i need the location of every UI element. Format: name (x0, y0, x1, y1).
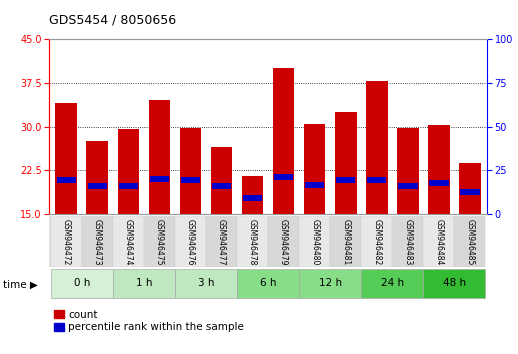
Bar (428, 125, 450, 214)
Bar (56, 177, 76, 183)
Text: GSM946480: GSM946480 (310, 218, 319, 265)
Bar (181, 177, 200, 183)
Text: GSM946483: GSM946483 (403, 218, 412, 265)
Text: GSM946474: GSM946474 (124, 218, 133, 265)
Bar (242, 176, 264, 214)
Bar (51, 216, 82, 267)
Bar (212, 183, 231, 189)
Text: 0 h: 0 h (74, 278, 90, 287)
Text: GSM946482: GSM946482 (372, 218, 381, 265)
Text: 48 h: 48 h (443, 278, 466, 287)
Bar (118, 130, 139, 214)
Bar (429, 180, 449, 186)
Bar (361, 216, 392, 267)
Bar (272, 68, 294, 214)
Bar (243, 195, 262, 201)
Bar (268, 216, 299, 267)
Bar (366, 81, 387, 214)
Bar (330, 216, 361, 267)
Bar (361, 269, 423, 297)
Bar (454, 216, 485, 267)
Bar (237, 216, 268, 267)
Bar (88, 183, 107, 189)
Bar (299, 216, 330, 267)
Bar (397, 128, 419, 214)
Bar (237, 269, 299, 297)
Bar (305, 182, 324, 188)
Text: GSM946476: GSM946476 (186, 218, 195, 265)
Text: GSM946481: GSM946481 (341, 218, 350, 265)
Bar (175, 216, 206, 267)
Bar (150, 176, 169, 182)
Text: 1 h: 1 h (136, 278, 152, 287)
Bar (459, 163, 481, 214)
Bar (82, 216, 113, 267)
Bar (211, 147, 233, 214)
Bar (299, 269, 361, 297)
Legend: count, percentile rank within the sample: count, percentile rank within the sample (54, 310, 244, 332)
Bar (398, 183, 418, 189)
Text: GSM946475: GSM946475 (155, 218, 164, 265)
Bar (423, 269, 485, 297)
Bar (274, 175, 293, 180)
Bar (180, 128, 202, 214)
Text: 6 h: 6 h (260, 278, 276, 287)
Bar (55, 103, 77, 214)
Bar (113, 269, 175, 297)
Text: GSM946473: GSM946473 (93, 218, 102, 265)
Text: GSM946484: GSM946484 (434, 218, 443, 265)
Text: 3 h: 3 h (198, 278, 214, 287)
Text: GSM946478: GSM946478 (248, 218, 257, 265)
Bar (367, 177, 386, 183)
Text: time ▶: time ▶ (3, 280, 37, 290)
Text: GSM946485: GSM946485 (465, 218, 474, 265)
Bar (336, 177, 355, 183)
Text: 24 h: 24 h (381, 278, 404, 287)
Text: 12 h: 12 h (319, 278, 342, 287)
Bar (144, 216, 175, 267)
Bar (113, 216, 144, 267)
Bar (206, 216, 237, 267)
Bar (335, 112, 356, 214)
Bar (175, 269, 237, 297)
Text: GDS5454 / 8050656: GDS5454 / 8050656 (49, 13, 176, 27)
Bar (87, 141, 108, 214)
Bar (460, 189, 480, 195)
Text: GSM946479: GSM946479 (279, 218, 288, 265)
Bar (51, 269, 113, 297)
Bar (119, 183, 138, 189)
Text: GSM946472: GSM946472 (62, 218, 71, 265)
Bar (149, 100, 170, 214)
Text: GSM946477: GSM946477 (217, 218, 226, 265)
Bar (304, 124, 325, 214)
Bar (392, 216, 423, 267)
Bar (423, 216, 454, 267)
